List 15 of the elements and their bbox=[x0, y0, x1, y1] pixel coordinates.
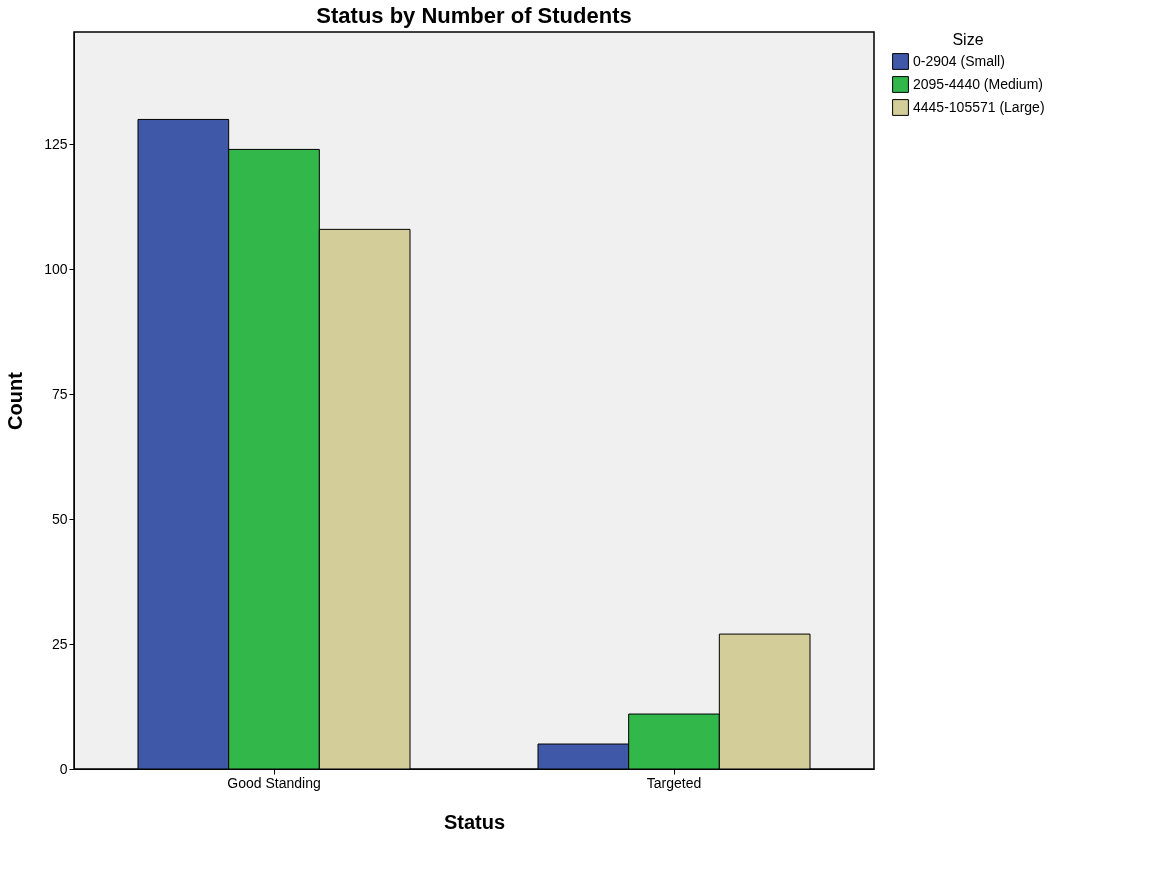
x-tick-label: Good Standing bbox=[227, 774, 321, 791]
y-tick-label: 0 bbox=[59, 760, 68, 777]
legend-title: Size bbox=[952, 31, 984, 48]
x-axis-title: Status bbox=[443, 810, 506, 833]
y-tick-label: 100 bbox=[44, 260, 68, 277]
y-tick-label: 50 bbox=[51, 510, 68, 527]
y-tick-label: 125 bbox=[44, 135, 68, 152]
legend-label: 4445-105571 (Large) bbox=[913, 98, 1045, 115]
y-tick-label: 75 bbox=[51, 385, 68, 402]
y-axis-title: Count bbox=[4, 371, 27, 430]
chart-title: Status by Number of Students bbox=[316, 3, 632, 28]
legend-label: 0-2904 (Small) bbox=[913, 52, 1005, 69]
x-tick-label: Targeted bbox=[646, 774, 702, 791]
legend-label: 2095-4440 (Medium) bbox=[913, 75, 1043, 92]
y-tick-label: 25 bbox=[51, 635, 68, 652]
